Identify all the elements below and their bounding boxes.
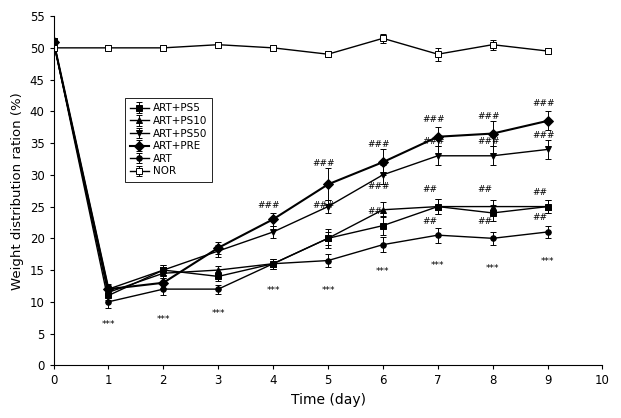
Text: ###: ### (478, 112, 500, 121)
Text: ##: ## (422, 217, 437, 226)
Legend: ART+PS5, ART+PS10, ART+PS50, ART+PRE, ART, NOR: ART+PS5, ART+PS10, ART+PS50, ART+PRE, AR… (125, 98, 212, 181)
Text: ###: ### (368, 182, 390, 191)
Text: ***: *** (486, 264, 499, 273)
Text: ***: *** (102, 320, 116, 329)
Text: ***: *** (541, 257, 555, 266)
Text: ###: ### (258, 201, 280, 210)
Text: ###: ### (532, 131, 555, 140)
Text: ###: ### (478, 137, 500, 146)
Text: ###: ### (422, 137, 445, 146)
Text: ***: *** (156, 314, 170, 324)
Text: ##: ## (368, 207, 383, 216)
Y-axis label: Weight distribution ration (%): Weight distribution ration (%) (11, 92, 24, 290)
Text: ***: *** (431, 260, 445, 270)
X-axis label: Time (day): Time (day) (291, 393, 366, 407)
Text: ###: ### (422, 115, 445, 124)
Text: ###: ### (532, 99, 555, 108)
Text: ##: ## (532, 214, 547, 222)
Text: ###: ### (312, 160, 335, 168)
Text: ###: ### (312, 201, 335, 210)
Text: ##: ## (532, 188, 547, 197)
Text: ***: *** (212, 309, 225, 319)
Text: ***: *** (266, 286, 280, 295)
Text: ##: ## (478, 217, 492, 226)
Text: ##: ## (422, 185, 437, 194)
Text: ##: ## (478, 185, 492, 194)
Text: ***: *** (321, 286, 335, 295)
Text: ***: *** (376, 267, 389, 276)
Text: ###: ### (368, 140, 390, 150)
